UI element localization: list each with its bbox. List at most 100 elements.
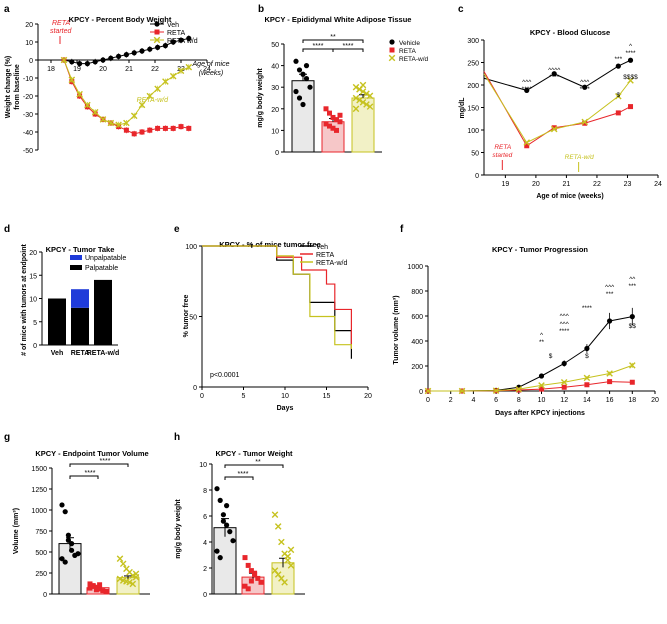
c-x-tick-label: 24 [654, 181, 662, 188]
data-point [271, 511, 279, 518]
data-point [84, 61, 90, 67]
data-point [131, 131, 137, 137]
panel-letter-g: g [4, 432, 10, 443]
data-point [185, 63, 193, 71]
significance-label: ^ [629, 43, 633, 50]
data-point [524, 87, 530, 93]
f-y-tick-label: 800 [411, 289, 423, 296]
data-point [334, 127, 339, 133]
data-point [258, 579, 264, 585]
data-point [330, 114, 336, 120]
chart-title: KPCY - Epididymal White Adipose Tissue [265, 15, 412, 24]
data-point [615, 63, 621, 69]
d-y-tick-label: 5 [33, 320, 37, 327]
significance-label: ** [330, 34, 336, 41]
data-point [363, 90, 370, 97]
legend-marker [389, 47, 395, 53]
data-point [69, 547, 75, 553]
significance-bracket [69, 463, 129, 467]
legend-label: Palpatable [85, 265, 118, 272]
c-y-tick-label: 250 [467, 61, 479, 68]
a-y-tick-label: -20 [23, 94, 33, 101]
significance-label: ^ [540, 332, 544, 339]
data-point [337, 119, 343, 125]
significance-label: **** [238, 471, 249, 478]
x-axis-label: Age of mice [192, 61, 230, 68]
chart-title: KPCY - Percent Body Weight [69, 15, 172, 24]
data-point [84, 101, 91, 109]
data-point [154, 85, 161, 93]
chart-title: KPCY - Blood Glucose [530, 28, 610, 37]
f-x-tick-label: 16 [606, 397, 614, 404]
x-axis-label: Days [277, 405, 294, 412]
annotation: started [50, 28, 73, 35]
data-point [99, 116, 107, 123]
annotation: RETA [52, 20, 70, 27]
g-y-tick-label: 0 [43, 592, 47, 599]
legend-label: RETA [399, 48, 417, 55]
significance-label: **** [559, 328, 570, 335]
d-y-tick-label: 10 [29, 297, 37, 304]
data-point [330, 125, 336, 131]
data-point [538, 382, 545, 389]
y-axis-label: % tumor free [183, 295, 190, 338]
data-point [359, 88, 367, 95]
g-y-tick-label: 1000 [31, 508, 47, 515]
f-x-tick-label: 0 [426, 397, 430, 404]
data-point [300, 71, 306, 77]
h-y-tick-label: 4 [203, 540, 207, 547]
data-point [146, 92, 154, 100]
legend-swatch [70, 255, 82, 260]
f-x-tick-label: 14 [583, 397, 591, 404]
data-point [424, 387, 432, 395]
c-y-tick-label: 200 [467, 83, 479, 90]
data-point [359, 99, 367, 106]
data-point [629, 362, 636, 369]
a-x-tick-label: 21 [125, 66, 133, 73]
data-point [178, 124, 184, 130]
c-x-tick-label: 20 [532, 181, 540, 188]
annotation: started [492, 152, 512, 159]
significance-bracket [224, 464, 284, 468]
data-point [177, 67, 185, 75]
f-x-tick-label: 8 [517, 397, 521, 404]
y-axis-label: mg/dL [459, 97, 466, 119]
significance-bracket [302, 39, 364, 43]
data-point [170, 125, 176, 131]
legend-label: RETA w/d [167, 38, 198, 45]
e-x-tick-label: 5 [242, 393, 246, 400]
panel-letter-c: c [458, 4, 464, 15]
annotation: p<0.0001 [210, 372, 239, 379]
f-x-tick-label: 2 [449, 397, 453, 404]
f-x-tick-label: 20 [651, 397, 659, 404]
legend-label: RETA [316, 252, 334, 259]
data-point [162, 43, 168, 49]
c-y-tick-label: 100 [467, 128, 479, 135]
significance-label: **** [625, 50, 636, 57]
data-point [539, 386, 544, 392]
significance-label: **** [343, 43, 354, 50]
significance-label: **** [582, 305, 593, 312]
data-point [255, 575, 261, 581]
c-y-tick-label: 0 [475, 173, 479, 180]
significance-label: ^^^ [560, 321, 570, 328]
f-x-tick-label: 12 [560, 397, 568, 404]
f-y-tick-label: 400 [411, 339, 423, 346]
e-y-tick-label: 0 [193, 385, 197, 392]
significance-label: **** [313, 43, 324, 50]
f-x-tick-label: 6 [494, 397, 498, 404]
legend-label: Unpalpatable [85, 255, 126, 262]
data-point [230, 538, 236, 544]
data-point [363, 101, 370, 108]
panel-letter-h: h [174, 432, 180, 443]
chart-title: KPCY - % of mice tumor free [219, 240, 321, 249]
data-point [561, 384, 567, 390]
data-point [75, 551, 81, 557]
significance-label: ^^^ [522, 79, 532, 86]
data-point [303, 63, 310, 69]
data-point [59, 502, 65, 508]
f-y-tick-label: 1000 [407, 264, 423, 271]
data-point [274, 523, 282, 530]
data-point [116, 555, 124, 563]
annotation: RETA-w/d [565, 154, 595, 161]
